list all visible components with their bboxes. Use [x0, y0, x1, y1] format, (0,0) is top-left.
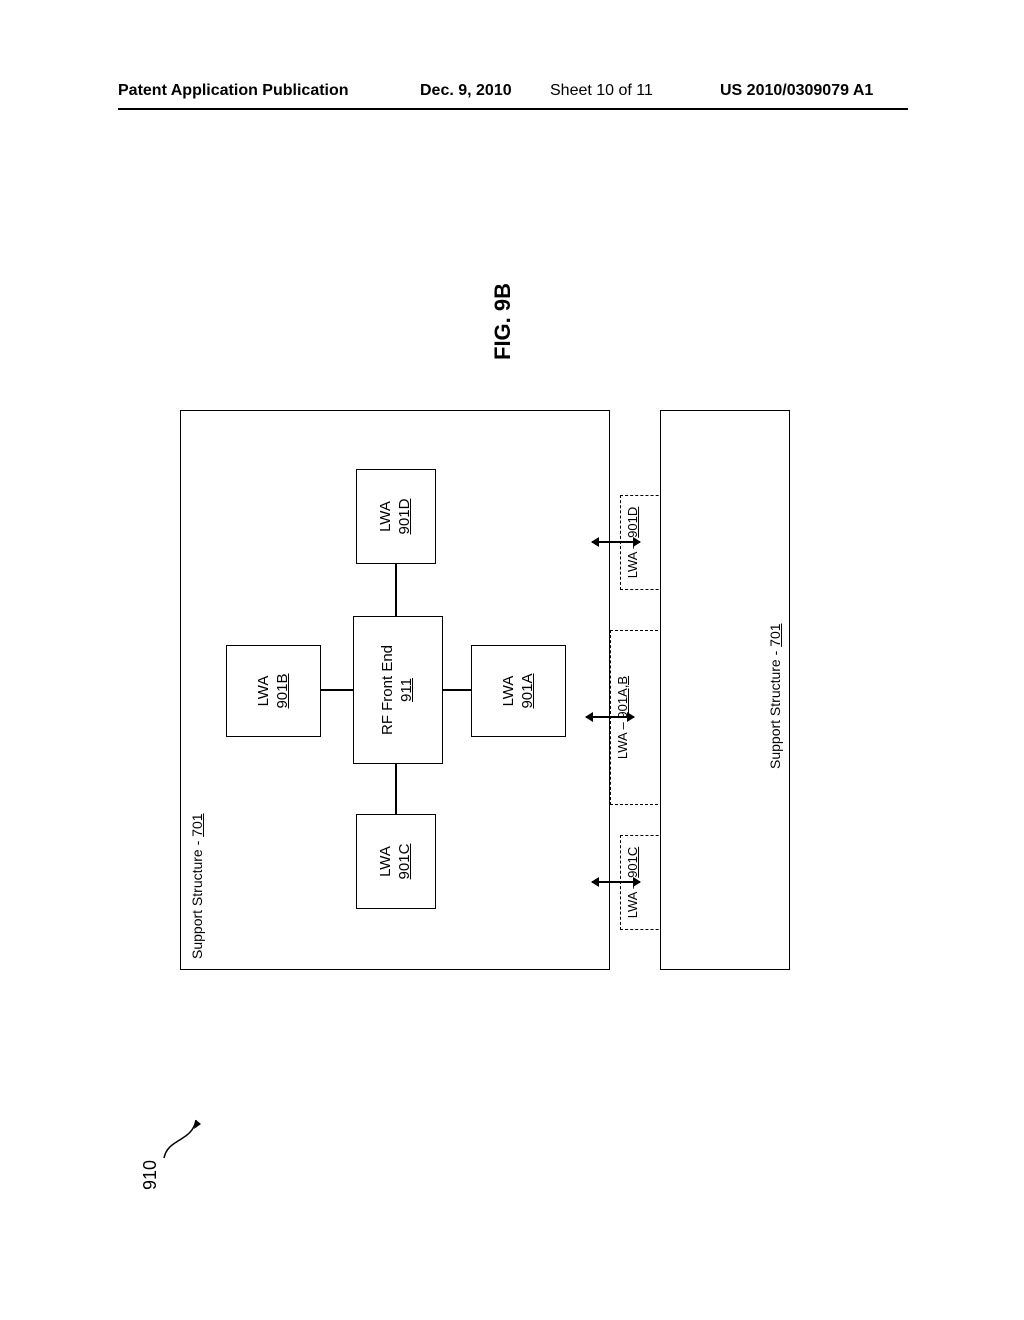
lwa-901b-box: LWA 901B — [226, 645, 321, 737]
header-pubno: US 2010/0309079 A1 — [720, 82, 873, 100]
lwa-901c-side-ref: 901C — [625, 847, 640, 878]
lwa-901ab-side-ref: 901A,B — [615, 676, 630, 719]
lwa-prefix: LWA — [377, 501, 396, 532]
lwa-prefix: LWA — [255, 676, 274, 707]
lwa-901d-ref: 901D — [396, 499, 415, 535]
lwa-901c-box: LWA 901C — [356, 814, 436, 909]
lwa-901a-box: LWA 901A — [471, 645, 566, 737]
connector-rf-to-901c — [395, 764, 397, 814]
page-header: Patent Application Publication Dec. 9, 2… — [0, 82, 1024, 110]
lwa-901d-side-ref: 901D — [625, 507, 640, 538]
lwa-901c-side-label: LWA – 901C — [625, 836, 640, 929]
lwa-side-prefix: LWA – — [615, 719, 630, 759]
connector-rf-to-901b — [321, 690, 353, 692]
rf-front-end-label: RF Front End — [379, 645, 398, 735]
header-sheet: Sheet 10 of 11 — [550, 82, 653, 100]
figure-area: 910 Support Structure - 701 LWA 901C LWA… — [120, 180, 900, 1230]
lwa-901d-box: LWA 901D — [356, 469, 436, 564]
support-label-text: Support Structure - — [189, 837, 205, 959]
ref-leader-curve — [162, 1100, 212, 1160]
figure-label: FIG. 9B — [490, 283, 516, 360]
support-ref-701-side: 701 — [767, 623, 783, 646]
support-structure-side-view: Support Structure - 701 — [660, 410, 790, 970]
support-structure-label-top: Support Structure - 701 — [189, 813, 205, 959]
ref-number-910: 910 — [140, 1160, 161, 1190]
support-structure-top-view: Support Structure - 701 LWA 901C LWA 901… — [180, 410, 610, 970]
connector-rf-to-901d — [395, 564, 397, 616]
support-structure-label-side: Support Structure - 701 — [767, 623, 783, 769]
header-rule — [118, 108, 908, 110]
lwa-901b-ref: 901B — [274, 673, 293, 708]
lwa-side-prefix: LWA – — [625, 538, 640, 578]
lwa-901c-ref: 901C — [396, 844, 415, 880]
lwa-901a-ref: 901A — [519, 673, 538, 708]
figure-9b: 910 Support Structure - 701 LWA 901C LWA… — [120, 180, 900, 1230]
rf-front-end-box: RF Front End 911 — [353, 616, 443, 764]
patent-figure-page: Patent Application Publication Dec. 9, 2… — [0, 0, 1024, 1320]
header-left: Patent Application Publication — [118, 82, 349, 100]
header-date: Dec. 9, 2010 — [420, 82, 512, 100]
lwa-901d-side-label: LWA – 901D — [625, 496, 640, 589]
lwa-prefix: LWA — [377, 846, 396, 877]
rf-front-end-ref: 911 — [398, 678, 417, 702]
lwa-side-prefix: LWA – — [625, 878, 640, 918]
connector-rf-to-901a — [443, 690, 471, 692]
support-label-text-side: Support Structure - — [767, 647, 783, 769]
lwa-901ab-side-label: LWA – 901A,B — [615, 631, 630, 804]
lwa-prefix: LWA — [500, 676, 519, 707]
support-ref-701-top: 701 — [189, 813, 205, 836]
